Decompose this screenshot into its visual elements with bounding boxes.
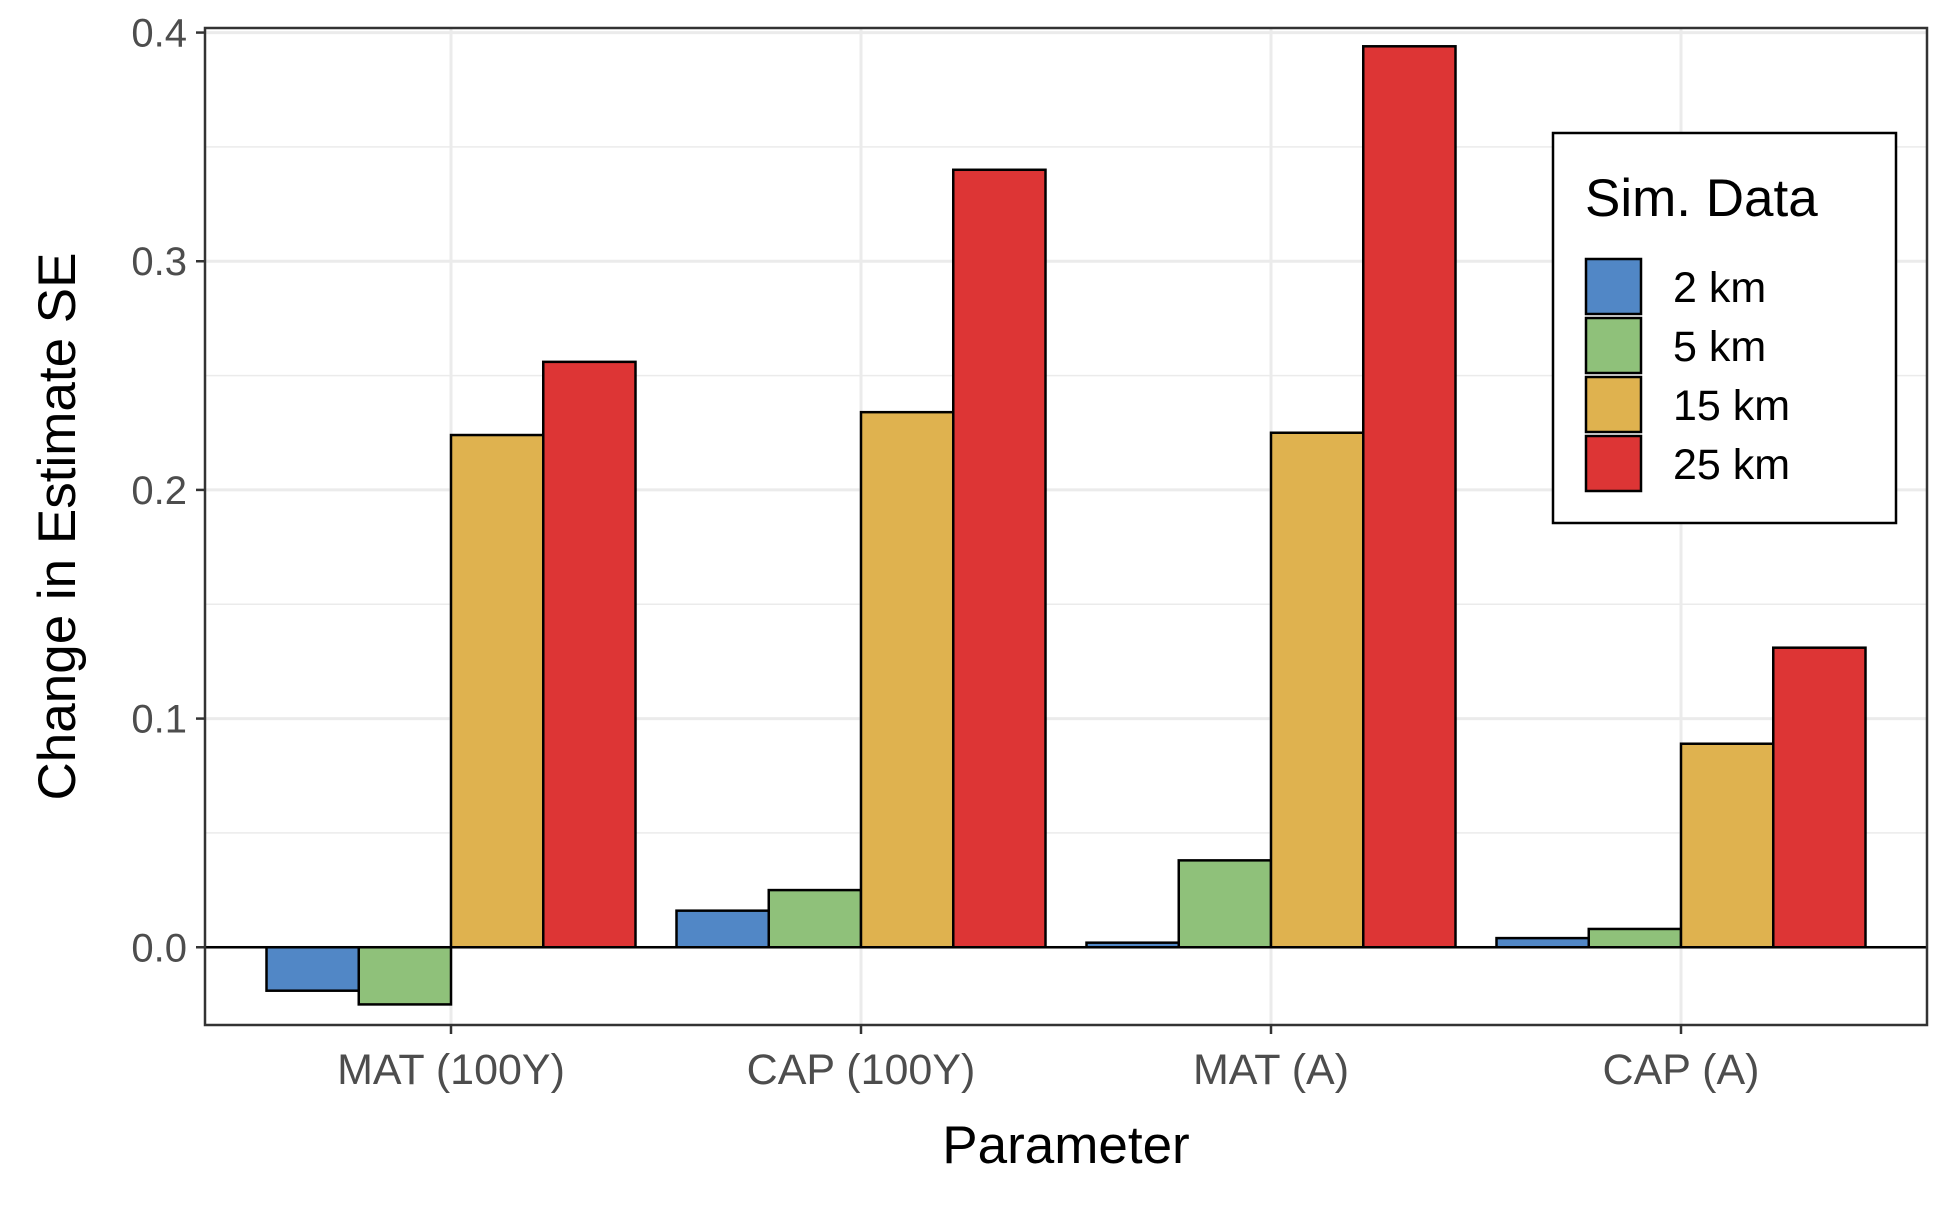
bar — [859, 410, 955, 949]
x-tick-label: CAP (100Y) — [747, 1046, 976, 1094]
legend-title: Sim. Data — [1585, 169, 1818, 228]
bar — [1495, 936, 1590, 949]
bar — [675, 909, 770, 949]
x-tick-label: CAP (A) — [1603, 1046, 1760, 1094]
legend-label: 25 km — [1673, 441, 1790, 489]
y-tick-label: 0.1 — [131, 698, 187, 742]
bar — [357, 946, 453, 1006]
legend-key — [1584, 257, 1643, 316]
legend-key — [1584, 434, 1643, 493]
bar — [1177, 859, 1273, 949]
bar — [1085, 941, 1180, 949]
legend-label: 5 km — [1673, 323, 1766, 371]
bars — [265, 45, 1867, 1006]
bar — [952, 168, 1047, 949]
legend-label: 2 km — [1673, 264, 1766, 312]
y-tick-label: 0.4 — [131, 12, 187, 56]
x-tick-label: MAT (A) — [1193, 1046, 1349, 1094]
bar — [265, 946, 360, 992]
panel-border — [203, 26, 1929, 1027]
bar — [1772, 646, 1867, 949]
bar — [1587, 927, 1683, 949]
legend-key — [1584, 375, 1643, 434]
legend-label: 15 km — [1673, 382, 1790, 430]
y-tick-label: 0.2 — [131, 469, 187, 513]
bar — [1679, 742, 1775, 949]
bar — [449, 433, 545, 949]
bar — [1269, 431, 1365, 949]
legend-items: 2 km 5 km 15 km 25 km — [1584, 257, 1790, 493]
bar — [1362, 45, 1457, 949]
legend-key — [1584, 316, 1643, 375]
bar — [767, 888, 863, 949]
y-tick-label: 0.3 — [131, 240, 187, 284]
bar — [542, 360, 637, 949]
x-axis-title: Parameter — [942, 1116, 1189, 1175]
legend: Sim. Data 2 km 5 km 15 km 25 km — [1551, 131, 1898, 525]
y-tick-label: 0.0 — [131, 926, 187, 970]
y-axis: 0.0 0.1 0.2 0.3 0.4 — [131, 12, 205, 970]
y-axis-title: Change in Estimate SE — [28, 253, 87, 801]
x-tick-label: MAT (100Y) — [337, 1046, 565, 1094]
x-axis: MAT (100Y) CAP (100Y) MAT (A) CAP (A) — [337, 1025, 1759, 1094]
